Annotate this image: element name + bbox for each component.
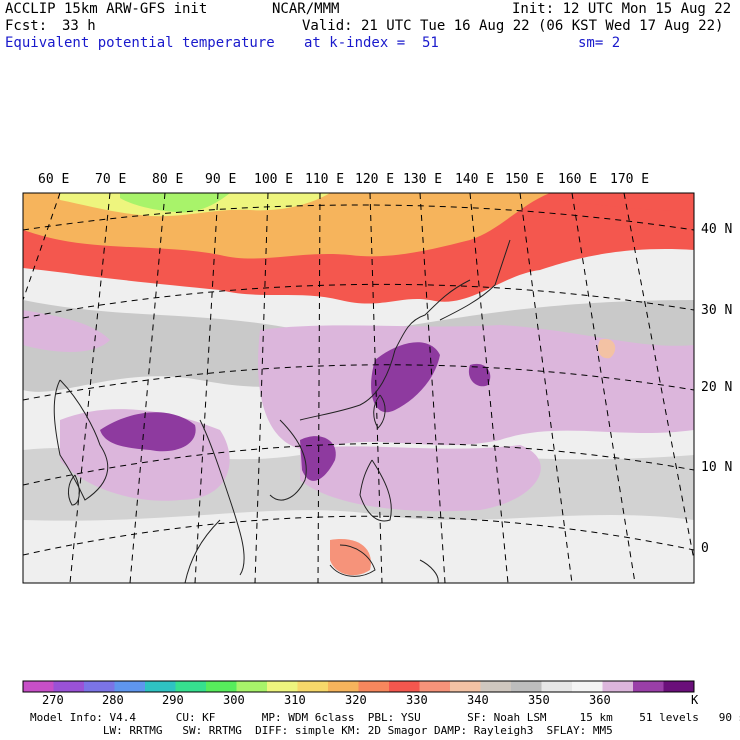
field-name: Equivalent potential temperature: [5, 35, 275, 51]
cbar-label-350: 350: [528, 693, 550, 707]
lon-label-70e: 70 E: [95, 172, 127, 187]
colorbar-swatch: [206, 681, 237, 692]
cbar-label-300: 300: [223, 693, 245, 707]
colorbar-swatch: [236, 681, 268, 692]
run-title: ACCLIP 15km ARW-GFS init: [5, 1, 208, 17]
lon-label-130e: 130 E: [403, 172, 443, 187]
colorbar-swatch: [23, 681, 54, 692]
cbar-label-340: 340: [467, 693, 489, 707]
model-info-line-2: LW: RRTMG SW: RRTMG DIFF: simple KM: 2D …: [30, 724, 613, 737]
forecast-label: Fcst:: [5, 18, 48, 34]
malay-peninsula-coast: [199, 419, 245, 576]
colorbar-swatch: [389, 681, 420, 692]
colorbar-swatch: [663, 681, 695, 692]
center-label: NCAR/MMM: [272, 1, 340, 17]
level-label: at k-index = 51: [304, 35, 439, 51]
lon-label-110e: 110 E: [305, 172, 345, 187]
field-salmon-borneo: [330, 539, 371, 576]
lat-label-40n: 40 N: [701, 222, 733, 237]
sumatra-coast: [184, 519, 221, 583]
field-purple-scs: [300, 436, 336, 481]
colorbar-swatch: [297, 681, 329, 692]
philippines-coast: [359, 459, 392, 522]
meridian-170e: [623, 193, 694, 561]
cbar-label-310: 310: [284, 693, 306, 707]
coastlines: [53, 239, 511, 583]
colorbar-swatch: [572, 681, 603, 692]
colorbar-frame: [22, 680, 695, 693]
sri-lanka-coast: [67, 474, 80, 506]
lon-label-60e: 60 E: [38, 172, 70, 187]
field-green-band: [120, 193, 230, 213]
colorbar-swatch: [175, 681, 207, 692]
colorbar: [22, 680, 695, 693]
colorbar-swatch: [602, 681, 634, 692]
field-light-purple-east: [258, 325, 694, 451]
borneo-coast: [329, 544, 376, 577]
smoothing-label: sm= 2: [578, 35, 621, 51]
lon-label-150e: 150 E: [505, 172, 545, 187]
sulawesi-coast: [419, 559, 439, 583]
cbar-label-280: 280: [102, 693, 124, 707]
india-coast: [53, 379, 109, 501]
cbar-label-320: 320: [345, 693, 367, 707]
field-light-purple-west: [23, 310, 110, 352]
lon-label-140e: 140 E: [455, 172, 495, 187]
graticule: [23, 193, 694, 583]
lon-label-80e: 80 E: [152, 172, 184, 187]
east-china-coast: [394, 279, 471, 351]
model-info-line-1: Model Info: V4.4 CU: KF MP: WDM 6class P…: [30, 711, 740, 724]
field-salmon-pacific: [598, 339, 616, 359]
colorbar-swatch: [358, 681, 390, 692]
colorbar-swatch: [267, 681, 298, 692]
cbar-label-290: 290: [162, 693, 184, 707]
forecast-hour: 33 h: [62, 18, 96, 34]
valid-time: Valid: 21 UTC Tue 16 Aug 22 (06 KST Wed …: [302, 18, 724, 34]
lon-label-160e: 160 E: [558, 172, 598, 187]
meridian-60e: [23, 193, 61, 301]
colorbar-swatch: [114, 681, 146, 692]
map-frame: [22, 192, 695, 584]
cbar-label-360: 360: [589, 693, 611, 707]
colorbar-swatch: [633, 681, 664, 692]
lat-label-0: 0: [701, 541, 709, 556]
colorbar-swatch: [511, 681, 542, 692]
lat-label-10n: 10 N: [701, 460, 733, 475]
colorbar-swatch: [328, 681, 359, 692]
field-red-northeast: [560, 193, 694, 211]
colorbar-swatch: [84, 681, 115, 692]
south-china-coast: [299, 349, 396, 421]
cbar-label-270: 270: [42, 693, 64, 707]
lat-label-30n: 30 N: [701, 303, 733, 318]
indochina-coast: [269, 419, 307, 501]
field-purple-bengal: [100, 412, 196, 452]
init-time: Init: 12 UTC Mon 15 Aug 22: [512, 1, 732, 17]
lon-label-100e: 100 E: [254, 172, 294, 187]
taiwan-coast: [373, 394, 386, 429]
lat-label-20n: 20 N: [701, 380, 733, 395]
field-purple-pacific: [468, 363, 491, 387]
colorbar-swatch: [480, 681, 512, 692]
lon-label-90e: 90 E: [205, 172, 237, 187]
field-purple-taiwan: [371, 342, 440, 413]
colorbar-swatch: [419, 681, 451, 692]
lon-label-120e: 120 E: [355, 172, 395, 187]
colorbar-swatch: [145, 681, 176, 692]
cbar-label-330: 330: [406, 693, 428, 707]
cbar-unit: K: [691, 693, 699, 707]
japan-coast: [439, 239, 511, 321]
colorbar-swatch: [541, 681, 573, 692]
lon-label-170e: 170 E: [610, 172, 650, 187]
colorbar-swatch: [450, 681, 481, 692]
colorbar-swatch: [53, 681, 85, 692]
